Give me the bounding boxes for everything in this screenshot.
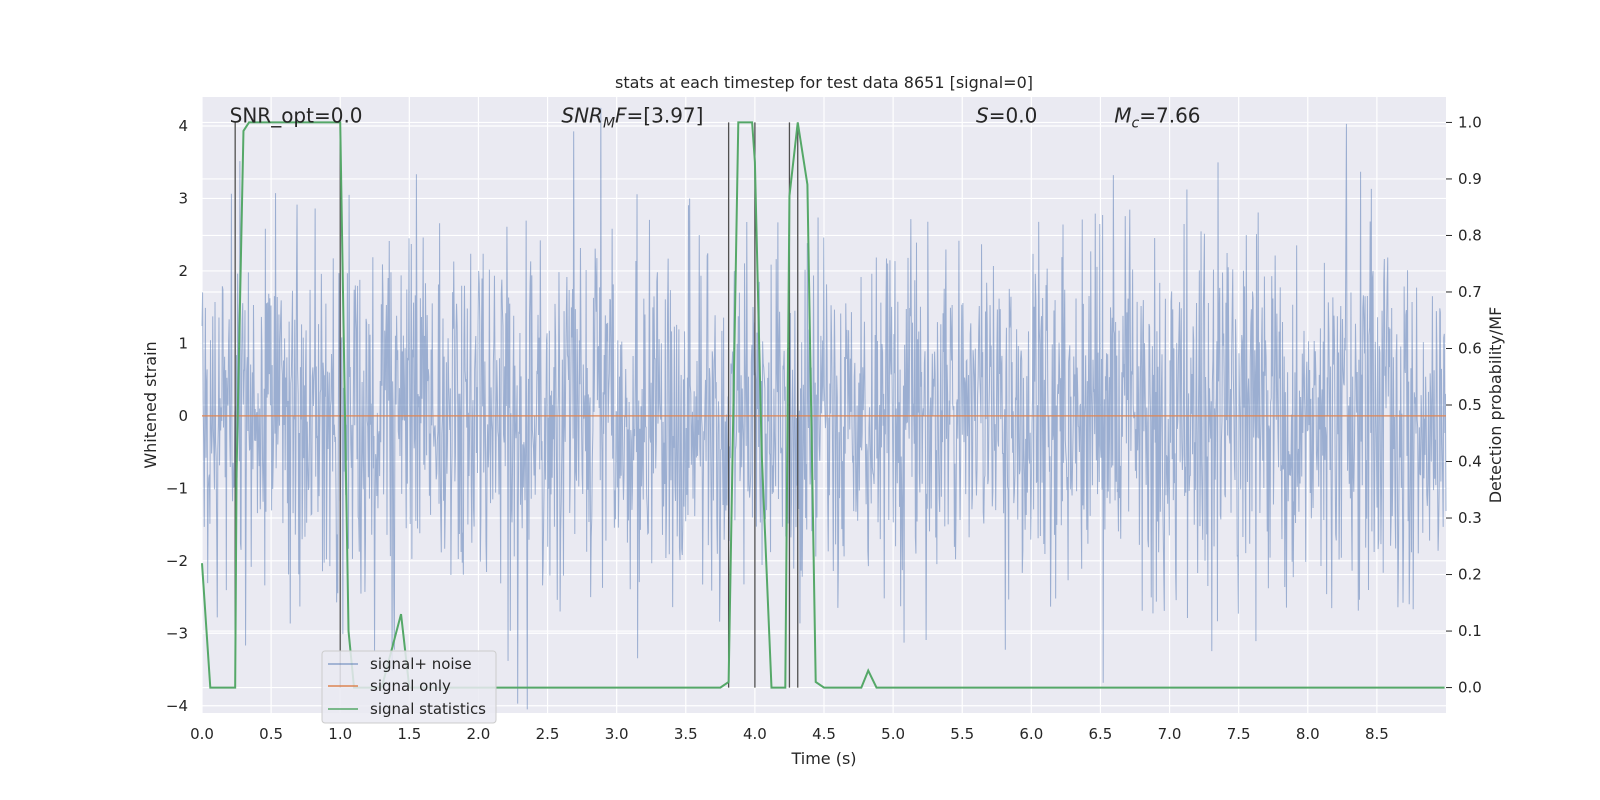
x-tick-label: 8.0 [1296,725,1320,743]
y-tick-label: −2 [166,552,188,570]
annotation-part: M [603,116,615,132]
x-tick-label: 6.5 [1089,725,1113,743]
annotation-part: =7.66 [1139,104,1200,128]
annotation-part: =[3.97] [627,104,704,128]
x-tick-label: 0.0 [190,725,214,743]
y-axis-ticks: −4 −3 −2 −1 0 1 2 3 4 [166,117,188,715]
x-tick-label: 1.0 [328,725,352,743]
x-tick-label: 3.0 [605,725,629,743]
y2-tick-label: 0.8 [1458,226,1482,244]
chart-title: stats at each timestep for test data 865… [615,73,1033,92]
y2-tick-label: 0.6 [1458,339,1482,357]
y2-tick-label: 0.7 [1458,283,1482,301]
x-axis-label: Time (s) [790,749,856,768]
x-tick-label: 6.0 [1019,725,1043,743]
y2-tick-label: 0.1 [1458,622,1482,640]
y2-axis-label: Detection probability/MF [1486,307,1505,504]
x-axis-ticks: 0.0 0.5 1.0 1.5 2.0 2.5 3.0 3.5 4.0 4.5 5.0 5.5 6.0 6… [190,725,1389,743]
y2-tick-label: 0.4 [1458,453,1482,471]
x-tick-label: 2.5 [536,725,560,743]
x-tick-label: 1.5 [397,725,421,743]
y-tick-label: −4 [166,697,188,715]
annotation: S=0.0 [976,104,1037,128]
annotation-part: M [1114,104,1131,128]
statistics-line [201,121,1445,689]
x-tick-label: 3.5 [674,725,698,743]
x-tick-label: 4.5 [812,725,836,743]
annotations: SNR_opt=0.0 SNRMF=[3.97] S=0.0 Mc=7.66 [230,104,1201,132]
x-tick-label: 8.5 [1365,725,1389,743]
y2-tick-label: 0.5 [1458,396,1482,414]
x-tick-label: 5.0 [881,725,905,743]
y2-tick-label: 0.9 [1458,170,1482,188]
y-axis-label: Whitened strain [141,341,160,468]
signal-statistics-series [201,121,1445,689]
x-tick-label: 2.0 [467,725,491,743]
legend-label-noise: signal+ noise [370,655,472,673]
legend: signal+ noise signal only signal statist… [321,650,497,724]
x-tick-label: 5.5 [950,725,974,743]
annotation: Mc=7.66 [1114,104,1200,132]
y2-tick-label: 0.3 [1458,509,1482,527]
legend-label-signal-only: signal only [370,677,451,695]
y2-tick-label: 0.2 [1458,566,1482,584]
y2-tick-label: 0.0 [1458,679,1482,697]
y-tick-label: 3 [178,189,188,207]
annotation-part: S [976,104,989,128]
y-tick-label: −3 [166,624,188,642]
y-tick-label: −1 [166,479,188,497]
x-tick-label: 7.0 [1158,725,1182,743]
x-tick-label: 4.0 [743,725,767,743]
x-tick-label: 0.5 [259,725,283,743]
annotation-part: c [1132,116,1140,132]
legend-label-statistics: signal statistics [370,700,486,718]
y-tick-label: 2 [178,262,188,280]
legend-box [321,650,497,724]
annotation: SNR_opt=0.0 [230,104,363,128]
y2-tick-label: 1.0 [1458,113,1482,131]
noise-series [201,107,1447,710]
annotation-part: =0.0 [989,104,1038,128]
y-tick-label: 1 [178,334,188,352]
noise-line [201,107,1447,710]
y-tick-label: 0 [178,407,188,425]
annotation: SNRMF=[3.97] [561,104,703,132]
y2-axis-ticks: 0.0 0.1 0.2 0.3 0.4 0.5 0.6 0.7 0.8 0.9 1.0 [1446,113,1482,697]
annotation-part: SNR [561,104,603,128]
y-tick-label: 4 [178,117,188,135]
x-tick-label: 7.5 [1227,725,1251,743]
annotation-part: F [615,104,627,128]
